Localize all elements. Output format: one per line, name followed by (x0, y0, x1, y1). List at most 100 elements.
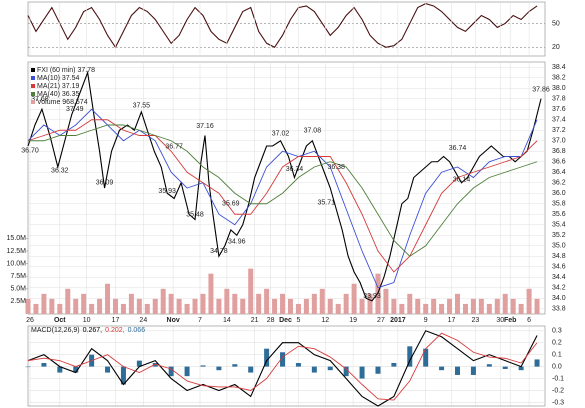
y2-tick-label: 12.5M (7, 248, 27, 255)
annotation: 37.16 (196, 123, 214, 130)
x-tick-label: 17 (448, 317, 456, 324)
bar (518, 366, 524, 371)
bar (216, 298, 222, 314)
bar (73, 298, 79, 314)
bar (462, 303, 468, 314)
bar (81, 293, 87, 314)
y2-tick-label: 7.5M (10, 273, 26, 280)
bar (327, 298, 333, 314)
bar (128, 293, 134, 314)
legend-swatch (31, 84, 35, 88)
bar (168, 366, 174, 377)
bar (439, 366, 445, 371)
legend-entry: Volume 968,574 (37, 99, 88, 106)
legend-entry: MA(21) 37.19 (37, 83, 80, 90)
y-tick-label: 38.4 (552, 64, 566, 71)
bar (25, 298, 31, 314)
series-line (27, 3, 538, 49)
bar (112, 298, 118, 314)
annotation: 35.93 (158, 188, 176, 195)
annotation: 36.09 (96, 179, 114, 186)
y-tick-label: 38.2 (552, 75, 566, 82)
y-tick-label: 34.0 (552, 295, 566, 302)
x-tick-label: 7 (198, 317, 202, 324)
bar (367, 293, 373, 314)
bar (510, 298, 516, 314)
bar (423, 348, 429, 367)
bar (57, 303, 63, 314)
y-tick-label: 35.2 (552, 232, 566, 239)
x-tick-label: 21 (251, 317, 259, 324)
bar (311, 293, 317, 314)
y-tick-label: 37.6 (552, 106, 566, 113)
bar (391, 298, 397, 314)
x-tick-label: 5 (296, 317, 300, 324)
annotation: 36.74 (449, 145, 467, 152)
y-tick-label: 33.8 (552, 306, 566, 313)
annotation: 33.93 (363, 293, 381, 300)
x-tick-label: 19 (349, 317, 357, 324)
y-tick-label: 0.2 (552, 340, 562, 347)
annotation: 37.86 (532, 86, 550, 93)
bar (447, 298, 453, 314)
bar (160, 288, 166, 314)
y-tick-label: 34.8 (552, 253, 566, 260)
y-tick-label: 36.8 (552, 148, 566, 155)
y-tick-label: 34.6 (552, 264, 566, 271)
legend-entry: 0.202, (105, 327, 125, 334)
bar (391, 363, 397, 367)
bar (534, 298, 540, 314)
x-tick-label: 28 (267, 317, 275, 324)
legend-entry: MA(10) 37.54 (37, 75, 80, 82)
y-tick-label: 36.0 (552, 190, 566, 197)
bar (486, 303, 492, 314)
annotation: 37.68 (31, 96, 49, 103)
bar (327, 366, 333, 371)
bar (208, 273, 214, 314)
x-tick-label: 10 (83, 317, 91, 324)
bar (152, 363, 158, 367)
annotation: 35.48 (186, 211, 204, 218)
y-tick-label: 37.0 (552, 138, 566, 145)
bar (264, 348, 270, 367)
annotation: 35.71 (318, 199, 336, 206)
y-tick-label: 35.8 (552, 201, 566, 208)
y-tick-label: 0.0 (552, 363, 562, 370)
bar (295, 363, 301, 367)
legend: MACD(12,26,9) 0.267, 0.202, 0.066 (31, 327, 145, 334)
bar (192, 298, 198, 314)
bar (105, 283, 111, 314)
y-tick-label: 0.3 (552, 328, 562, 335)
bar (256, 293, 262, 314)
bar (57, 366, 63, 373)
annotation: 36.70 (21, 147, 39, 154)
bar (200, 293, 206, 314)
bar (33, 303, 39, 314)
y-tick-label: 36.2 (552, 180, 566, 187)
annotation: 36.77 (165, 144, 183, 151)
bar (41, 293, 47, 314)
panel-frame (27, 1, 546, 57)
bar (455, 293, 461, 314)
bar (470, 298, 476, 314)
bar (105, 366, 111, 373)
y-tick-label: 35.6 (552, 211, 566, 218)
annotation: 37.55 (133, 103, 151, 110)
y-tick-label: 34.4 (552, 274, 566, 281)
legend-entry: FXI (60 min) 37.78 (37, 67, 95, 74)
bar (152, 298, 158, 314)
y-tick-label: -0.1 (552, 375, 564, 382)
bar (455, 366, 461, 375)
bar (343, 293, 349, 314)
bar (375, 366, 381, 374)
bar (120, 303, 126, 314)
bar (335, 303, 341, 314)
y-tick-label: 38.0 (552, 85, 566, 92)
bar (399, 303, 405, 314)
bar (311, 366, 317, 373)
bar (486, 364, 492, 367)
x-tick-label: 23 (472, 317, 480, 324)
x-tick-label: 26 (26, 317, 34, 324)
bar (502, 293, 508, 314)
bar (359, 366, 365, 379)
